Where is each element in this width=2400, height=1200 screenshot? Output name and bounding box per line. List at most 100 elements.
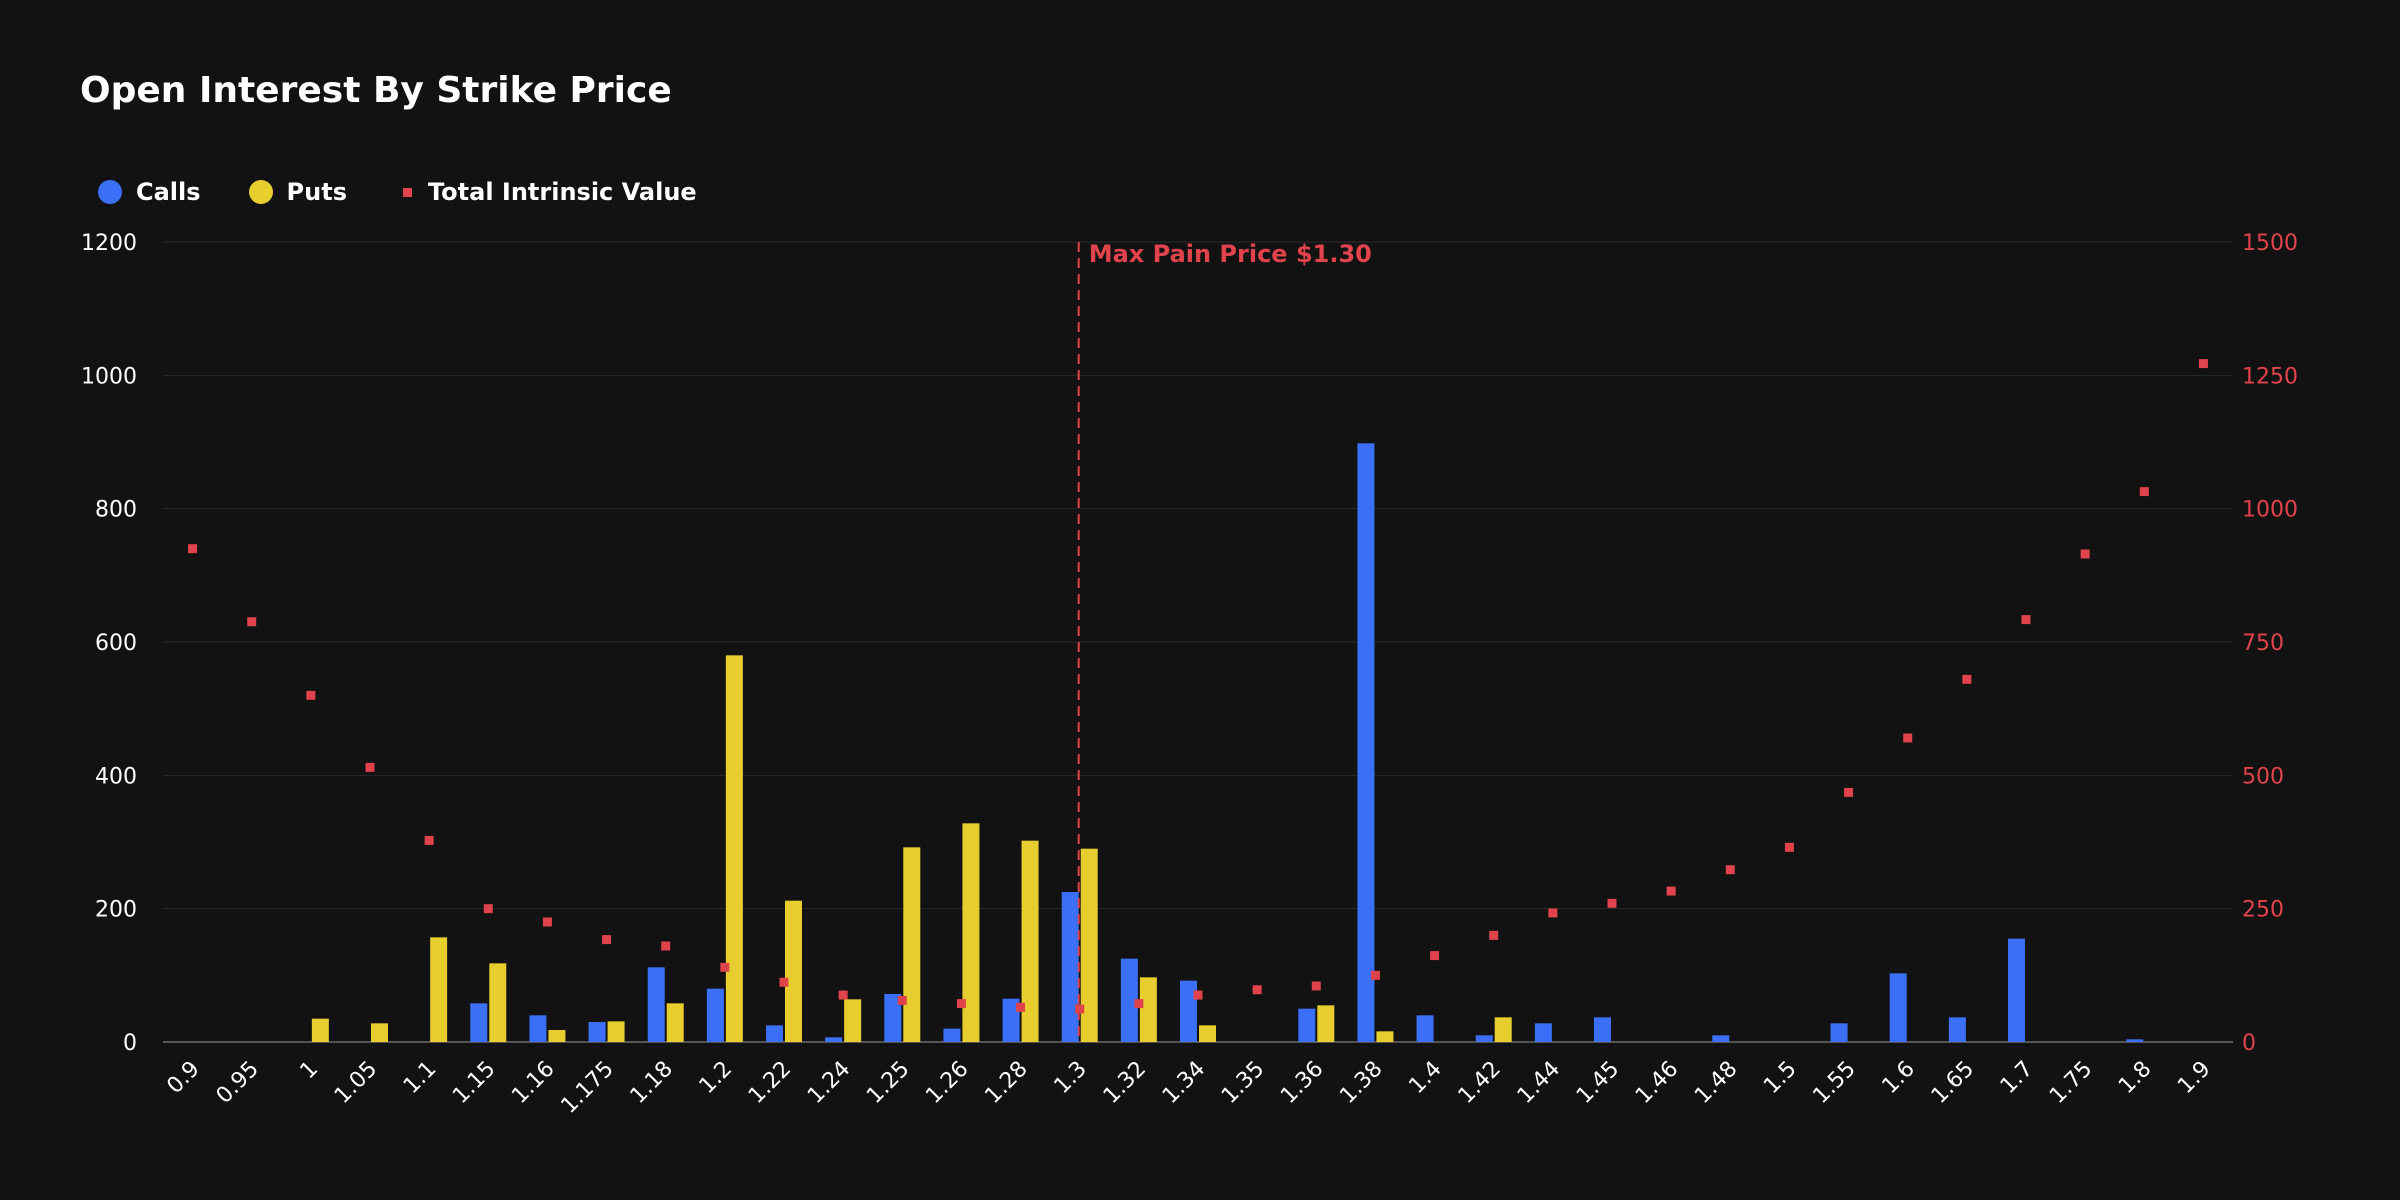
- point-intrinsic-0.95: [247, 617, 257, 627]
- chart-legend: Calls Puts Total Intrinsic Value: [98, 178, 745, 206]
- point-intrinsic-1.8: [2139, 487, 2149, 497]
- x-tick-label: 1.42: [1454, 1057, 1506, 1109]
- bar-calls-1.3: [1061, 892, 1079, 1042]
- bar-calls-1.22: [766, 1025, 783, 1042]
- x-tick-label: 1.22: [744, 1057, 796, 1109]
- x-tick-label: 1.175: [557, 1057, 619, 1119]
- legend-puts-label: Puts: [286, 178, 347, 206]
- point-intrinsic-1: [306, 690, 316, 700]
- bar-calls-1.26: [943, 1028, 961, 1042]
- bar-calls-1.16: [529, 1015, 547, 1042]
- y-right-tick-label: 750: [2242, 631, 2284, 656]
- bar-calls-1.7: [2008, 938, 2025, 1042]
- y-left-tick-label: 400: [95, 764, 137, 789]
- x-tick-label: 1.34: [1158, 1057, 1210, 1109]
- x-tick-label: 1.5: [1759, 1057, 1801, 1099]
- bar-puts-1.22: [785, 900, 802, 1042]
- y-left-tick-label: 1200: [81, 231, 137, 256]
- point-intrinsic-1.48: [1725, 865, 1735, 875]
- bar-puts-1.42: [1494, 1017, 1512, 1042]
- point-intrinsic-1.32: [1134, 999, 1144, 1009]
- bar-puts-1.175: [607, 1021, 625, 1042]
- x-tick-label: 1.24: [803, 1057, 855, 1109]
- bar-calls-1.175: [588, 1022, 606, 1042]
- bar-calls-1.42: [1475, 1035, 1493, 1042]
- bar-calls-1.32: [1120, 958, 1138, 1042]
- bar-puts-1.36: [1317, 1005, 1335, 1042]
- point-intrinsic-0.9: [188, 544, 198, 554]
- x-tick-label: 1.26: [921, 1057, 973, 1109]
- bar-puts-1.1: [430, 937, 448, 1042]
- bar-calls-1.55: [1830, 1023, 1848, 1042]
- bar-calls-1.4: [1416, 1015, 1434, 1042]
- legend-intrinsic-label: Total Intrinsic Value: [427, 178, 697, 206]
- bar-puts-1.18: [666, 1003, 684, 1042]
- x-tick-label: 1.28: [980, 1057, 1032, 1109]
- bar-calls-1.38: [1357, 443, 1375, 1042]
- x-tick-label: 1.55: [1808, 1057, 1860, 1109]
- y-right-tick-label: 1250: [2242, 364, 2298, 389]
- legend-item-calls[interactable]: Calls: [98, 178, 201, 206]
- point-intrinsic-1.5: [1784, 842, 1794, 852]
- bar-puts-1: [311, 1018, 329, 1042]
- legend-item-intrinsic[interactable]: Total Intrinsic Value: [395, 178, 697, 206]
- bar-puts-1.28: [1021, 840, 1039, 1042]
- x-tick-label: 1.05: [330, 1057, 382, 1109]
- x-tick-label: 1.75: [2045, 1057, 2097, 1109]
- legend-item-puts[interactable]: Puts: [248, 178, 347, 206]
- point-intrinsic-1.4: [1430, 951, 1440, 961]
- x-tick-label: 1.1: [399, 1057, 441, 1099]
- bar-puts-1.16: [548, 1030, 566, 1042]
- x-tick-label: 0.9: [162, 1057, 204, 1099]
- x-tick-label: 1.45: [1572, 1057, 1624, 1109]
- point-intrinsic-1.18: [661, 941, 671, 951]
- y-left-tick-label: 600: [95, 631, 137, 656]
- point-intrinsic-1.05: [365, 762, 375, 772]
- point-intrinsic-1.44: [1548, 908, 1558, 918]
- legend-puts-marker: [248, 180, 273, 204]
- point-intrinsic-1.1: [424, 835, 434, 845]
- max-pain-label: Max Pain Price $1.30: [1089, 240, 1372, 268]
- bar-calls-1.8: [2126, 1039, 2144, 1042]
- y-left-tick-label: 0: [123, 1031, 137, 1056]
- point-intrinsic-1.26: [956, 999, 966, 1009]
- y-left-tick-label: 200: [95, 898, 137, 923]
- point-intrinsic-1.3: [1075, 1004, 1085, 1014]
- x-tick-label: 1.25: [862, 1057, 914, 1109]
- bar-calls-1.48: [1712, 1035, 1730, 1042]
- bar-calls-1.45: [1594, 1017, 1611, 1042]
- x-tick-label: 1.48: [1690, 1057, 1742, 1109]
- bar-puts-1.24: [844, 999, 862, 1042]
- x-tick-label: 1.35: [1217, 1057, 1269, 1109]
- legend-intrinsic-marker: [402, 187, 412, 197]
- x-tick-label: 1.44: [1513, 1057, 1565, 1109]
- point-intrinsic-1.175: [602, 935, 612, 945]
- x-tick-label: 1: [296, 1057, 324, 1085]
- point-intrinsic-1.6: [1903, 733, 1913, 743]
- bar-calls-1.6: [1889, 973, 1907, 1042]
- chart-title: Open Interest By Strike Price: [80, 70, 672, 111]
- x-tick-label: 1.46: [1631, 1057, 1683, 1109]
- bar-calls-1.15: [470, 1003, 488, 1042]
- point-intrinsic-1.2: [720, 962, 730, 972]
- x-tick-label: 1.32: [1099, 1057, 1151, 1109]
- point-intrinsic-1.46: [1666, 886, 1676, 896]
- point-intrinsic-1.7: [2021, 615, 2031, 625]
- point-intrinsic-1.35: [1252, 985, 1262, 995]
- x-tick-label: 1.38: [1335, 1057, 1387, 1109]
- point-intrinsic-1.24: [838, 990, 848, 1000]
- legend-calls-label: Calls: [136, 178, 201, 206]
- point-intrinsic-1.28: [1016, 1002, 1026, 1012]
- x-tick-label: 1.8: [2114, 1057, 2156, 1099]
- bar-puts-1.05: [371, 1023, 388, 1042]
- x-tick-label: 1.3: [1050, 1057, 1092, 1099]
- point-intrinsic-1.65: [1962, 674, 1972, 684]
- bar-calls-1.24: [825, 1037, 843, 1042]
- bar-calls-1.2: [706, 988, 724, 1042]
- y-left-tick-label: 800: [95, 498, 137, 523]
- bar-calls-1.36: [1298, 1008, 1316, 1042]
- point-intrinsic-1.38: [1370, 970, 1380, 980]
- point-intrinsic-1.55: [1844, 787, 1854, 797]
- point-intrinsic-1.25: [897, 995, 907, 1005]
- bar-puts-1.25: [903, 847, 921, 1042]
